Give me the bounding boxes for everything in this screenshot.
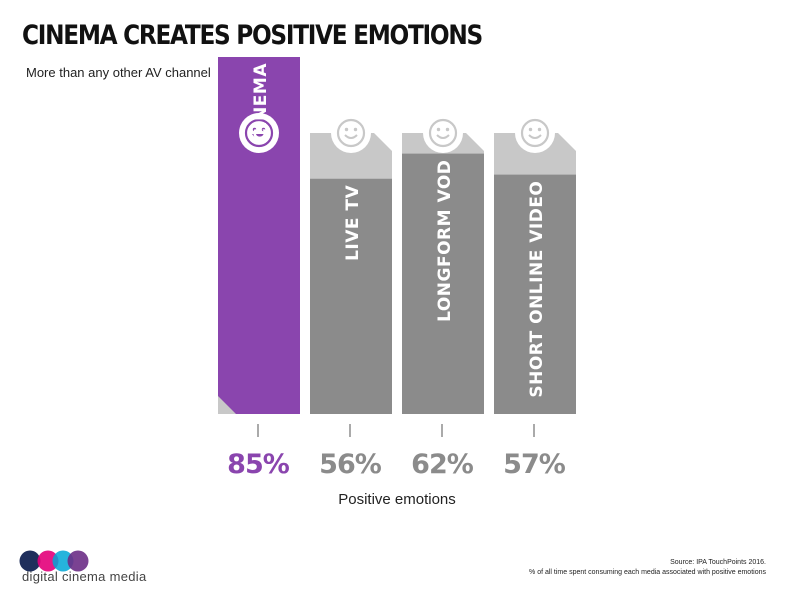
bar — [402, 153, 484, 414]
page-title: CINEMA CREATES POSITIVE EMOTIONS — [22, 20, 483, 51]
face-mouth — [344, 134, 358, 139]
face-eye — [261, 127, 266, 132]
bar-category-label: LIVE TV — [343, 184, 363, 260]
source-footnote: % of all time spent consuming each media… — [529, 569, 766, 576]
grin-face-icon-backdrop — [239, 113, 279, 153]
face-mouth — [436, 134, 450, 139]
smile-face-icon — [428, 118, 458, 148]
bar-category-label: LONGFORM VOD — [435, 160, 455, 322]
face-eye — [353, 127, 358, 132]
bar-value-label: 57% — [503, 449, 566, 480]
chart-axis-label: Positive emotions — [338, 491, 456, 508]
face-eye — [436, 127, 441, 132]
face-eye — [528, 127, 533, 132]
smile-face-icon — [336, 118, 366, 148]
face-eye — [344, 127, 349, 132]
source-note: Source: IPA TouchPoints 2016. % of all t… — [529, 558, 766, 578]
bar-value-label: 62% — [411, 449, 474, 480]
bar — [310, 178, 392, 414]
smile-face-icon-backdrop — [331, 113, 371, 153]
smile-face-icon-backdrop — [423, 113, 463, 153]
brand-name: digital cinema media — [22, 569, 147, 584]
dcm-logo — [19, 550, 89, 572]
bar — [494, 174, 576, 414]
face-eye — [252, 127, 257, 132]
smile-face-icon-backdrop — [515, 113, 555, 153]
grin-face-icon — [244, 118, 274, 148]
bar-category-label: CINEMA — [251, 63, 271, 141]
bar — [218, 57, 300, 414]
face-mouth — [252, 134, 266, 139]
bar-value-label: 85% — [227, 449, 290, 480]
face-eye — [445, 127, 450, 132]
source-text: Source: IPA TouchPoints 2016. — [670, 559, 766, 566]
face-mouth — [528, 134, 542, 139]
face-eye — [537, 127, 542, 132]
bar-category-label: SHORT ONLINE VIDEO — [527, 181, 547, 398]
smile-face-icon — [520, 118, 550, 148]
bar-value-label: 56% — [319, 449, 382, 480]
page-subtitle: More than any other AV channel — [26, 65, 211, 80]
